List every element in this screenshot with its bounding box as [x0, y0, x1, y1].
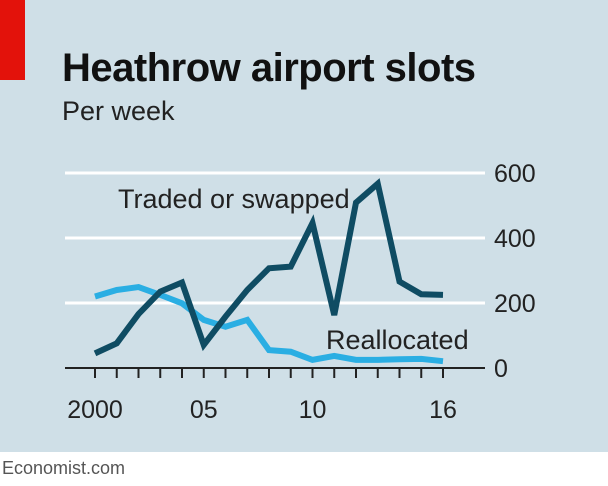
x-tick-label: 16 [429, 396, 457, 424]
chart-title: Heathrow airport slots [62, 46, 476, 90]
y-tick-label: 200 [494, 290, 536, 318]
x-tick-label: 10 [299, 396, 327, 424]
chart-subtitle: Per week [62, 96, 175, 126]
y-tick-label: 0 [494, 355, 508, 383]
x-tick-label: 05 [190, 396, 218, 424]
series-line-traded-or-swapped [93, 178, 444, 357]
chart-panel [0, 0, 608, 452]
series-line-reallocated [94, 284, 444, 365]
y-tick-label: 600 [494, 160, 536, 188]
x-tick-label: 2000 [67, 396, 123, 424]
line-chart: 0 200 400 600 2000 05 10 16 Traded or swapped Rea… [65, 160, 536, 424]
y-tick-label: 400 [494, 225, 536, 253]
series-label-reallocated: Reallocated [326, 325, 469, 355]
red-tag-logo [0, 0, 25, 80]
source-label: Economist.com [2, 458, 126, 478]
series-label-traded: Traded or swapped [118, 184, 350, 214]
